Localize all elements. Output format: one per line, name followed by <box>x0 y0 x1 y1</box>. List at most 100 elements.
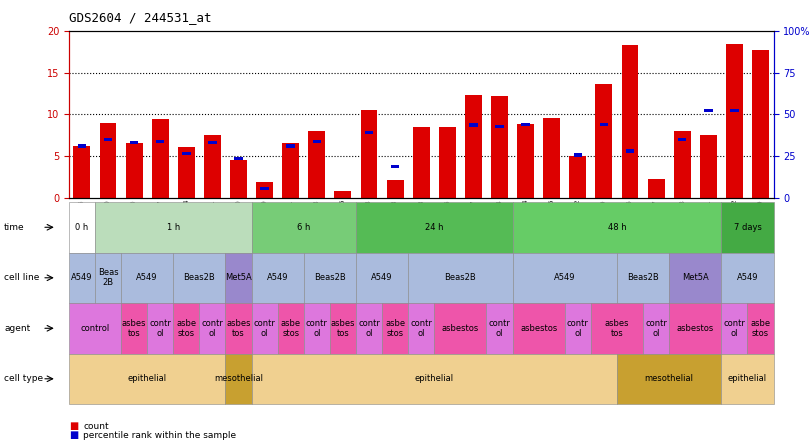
Text: asbes
tos: asbes tos <box>226 319 251 337</box>
Text: asbes
tos: asbes tos <box>122 319 147 337</box>
Text: 1 h: 1 h <box>167 223 180 232</box>
Bar <box>626 149 634 153</box>
Text: asbestos: asbestos <box>520 324 557 333</box>
Text: contr
ol: contr ol <box>488 319 510 337</box>
Text: A549: A549 <box>737 273 758 282</box>
Text: asbe
stos: asbe stos <box>750 319 770 337</box>
Text: asbes
tos: asbes tos <box>330 319 355 337</box>
Bar <box>517 124 534 198</box>
Text: 48 h: 48 h <box>608 223 626 232</box>
Bar <box>678 138 686 141</box>
Text: Beas
2B: Beas 2B <box>98 269 118 287</box>
Text: epithelial: epithelial <box>415 374 454 383</box>
Bar <box>287 144 295 148</box>
Bar <box>386 180 403 198</box>
Bar <box>364 131 373 135</box>
Text: contr
ol: contr ol <box>306 319 328 337</box>
Text: GDS2604 / 244531_at: GDS2604 / 244531_at <box>69 11 211 24</box>
Bar <box>360 110 377 198</box>
Text: Beas2B: Beas2B <box>314 273 346 282</box>
Bar <box>335 191 352 198</box>
Bar <box>104 138 113 141</box>
Text: contr
ol: contr ol <box>254 319 275 337</box>
Text: epithelial: epithelial <box>728 374 767 383</box>
Text: A549: A549 <box>71 273 92 282</box>
Text: agent: agent <box>4 324 30 333</box>
Bar <box>126 143 143 198</box>
Text: 24 h: 24 h <box>425 223 444 232</box>
Text: Met5A: Met5A <box>682 273 709 282</box>
Text: epithelial: epithelial <box>128 374 167 383</box>
Bar <box>726 44 743 198</box>
Text: mesothelial: mesothelial <box>645 374 693 383</box>
Text: cell line: cell line <box>4 273 40 282</box>
Text: asbes
tos: asbes tos <box>605 319 629 337</box>
Text: asbe
stos: asbe stos <box>280 319 301 337</box>
Bar <box>648 179 664 198</box>
Bar <box>599 123 608 126</box>
Bar <box>469 123 478 127</box>
Bar <box>234 157 243 160</box>
Bar <box>495 125 504 128</box>
Bar <box>674 131 691 198</box>
Text: Beas2B: Beas2B <box>627 273 659 282</box>
Text: contr
ol: contr ol <box>149 319 171 337</box>
Bar <box>704 108 713 112</box>
Bar <box>700 135 717 198</box>
Text: contr
ol: contr ol <box>567 319 589 337</box>
Text: A549: A549 <box>136 273 158 282</box>
Bar <box>309 131 326 198</box>
Bar <box>151 119 168 198</box>
Text: contr
ol: contr ol <box>202 319 224 337</box>
Text: A549: A549 <box>371 273 393 282</box>
Bar <box>569 156 586 198</box>
Bar <box>573 154 582 157</box>
Text: control: control <box>80 324 109 333</box>
Bar <box>595 83 612 198</box>
Bar <box>439 127 456 198</box>
Bar <box>74 146 91 198</box>
Bar <box>391 165 399 168</box>
Bar <box>752 50 769 198</box>
Bar <box>260 187 269 190</box>
Text: percentile rank within the sample: percentile rank within the sample <box>83 431 237 440</box>
Bar <box>78 144 86 148</box>
Bar <box>182 152 190 155</box>
Bar <box>282 143 299 198</box>
Bar <box>256 182 273 198</box>
Text: count: count <box>83 422 109 431</box>
Text: ■: ■ <box>69 430 78 440</box>
Text: A549: A549 <box>554 273 575 282</box>
Bar <box>230 160 247 198</box>
Text: mesothelial: mesothelial <box>214 374 263 383</box>
Bar <box>491 96 508 198</box>
Bar <box>730 108 739 112</box>
Bar <box>204 135 221 198</box>
Bar <box>522 123 530 126</box>
Text: Beas2B: Beas2B <box>445 273 476 282</box>
Text: 0 h: 0 h <box>75 223 88 232</box>
Text: asbe
stos: asbe stos <box>385 319 405 337</box>
Text: cell type: cell type <box>4 374 43 383</box>
Text: contr
ol: contr ol <box>358 319 380 337</box>
Bar <box>544 119 561 198</box>
Bar <box>621 45 638 198</box>
Text: contr
ol: contr ol <box>723 319 745 337</box>
Bar <box>465 95 482 198</box>
Text: time: time <box>4 223 24 232</box>
Bar <box>413 127 429 198</box>
Text: asbe
stos: asbe stos <box>177 319 196 337</box>
Bar <box>156 140 164 143</box>
Text: 7 days: 7 days <box>734 223 761 232</box>
Bar <box>313 140 321 143</box>
Text: contr
ol: contr ol <box>645 319 667 337</box>
Bar <box>100 123 117 198</box>
Text: asbestos: asbestos <box>676 324 714 333</box>
Text: contr
ol: contr ol <box>410 319 433 337</box>
Bar <box>178 147 194 198</box>
Bar <box>208 141 216 144</box>
Text: 6 h: 6 h <box>297 223 310 232</box>
Text: Met5A: Met5A <box>225 273 252 282</box>
Text: asbestos: asbestos <box>441 324 479 333</box>
Text: A549: A549 <box>267 273 288 282</box>
